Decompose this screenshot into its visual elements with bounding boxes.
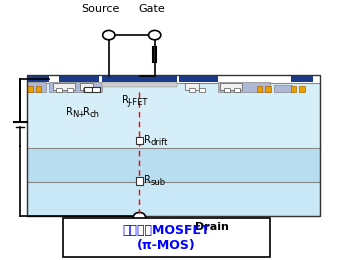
Bar (274, 85, 292, 92)
Bar (299, 86, 305, 92)
Bar (94, 88, 100, 92)
Text: sub: sub (150, 178, 165, 187)
Circle shape (103, 30, 115, 40)
Bar (59, 76, 99, 82)
Text: R: R (122, 95, 129, 105)
Text: (π-MOS): (π-MOS) (137, 239, 196, 252)
Bar (56, 88, 62, 92)
Text: R: R (144, 135, 151, 145)
Bar (27, 75, 320, 216)
Bar (136, 136, 143, 144)
Bar (265, 86, 271, 92)
Bar (224, 88, 230, 92)
Text: Drain: Drain (195, 222, 230, 232)
Bar (27, 86, 33, 92)
Bar (92, 87, 100, 92)
Text: Gate: Gate (138, 4, 165, 14)
Bar (80, 83, 94, 90)
Circle shape (133, 212, 146, 222)
Text: R: R (83, 107, 90, 117)
Bar (218, 82, 270, 92)
Bar (102, 82, 177, 87)
Bar (102, 76, 177, 82)
Bar (27, 76, 49, 82)
Text: プレーナMOSFET: プレーナMOSFET (123, 224, 210, 237)
Bar (185, 83, 199, 90)
Bar (178, 76, 218, 82)
Text: R: R (144, 175, 151, 185)
Text: ch: ch (89, 110, 99, 119)
Bar (53, 83, 75, 90)
Text: drift: drift (150, 138, 168, 147)
Bar (36, 86, 41, 92)
Bar (220, 83, 242, 90)
Text: Source: Source (81, 4, 119, 14)
Bar (49, 82, 102, 92)
Bar (291, 86, 296, 92)
Bar (63, 218, 270, 257)
Bar (199, 88, 205, 92)
Circle shape (149, 30, 161, 40)
Bar (234, 88, 240, 92)
Bar (27, 83, 320, 151)
Bar (83, 88, 89, 92)
Bar (136, 177, 143, 185)
Text: J-FET: J-FET (128, 99, 148, 107)
Bar (84, 87, 92, 92)
Bar (27, 82, 46, 92)
Bar (257, 86, 262, 92)
Text: N+: N+ (72, 110, 86, 119)
Bar (189, 88, 195, 92)
Bar (291, 76, 313, 82)
Bar (27, 148, 320, 182)
Bar (67, 88, 73, 92)
Bar (27, 182, 320, 216)
Text: R: R (66, 107, 73, 117)
